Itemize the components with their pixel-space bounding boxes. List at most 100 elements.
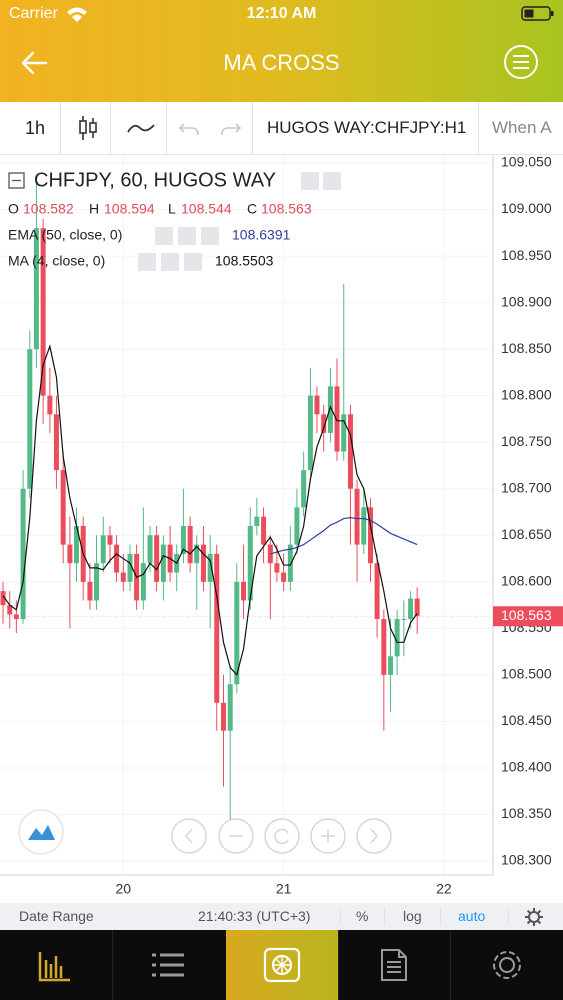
candle-body	[321, 414, 327, 433]
scroll-left-button[interactable]	[171, 818, 207, 854]
candle-body	[368, 507, 374, 564]
candle-body	[261, 516, 267, 545]
ohlc-label: L	[168, 201, 176, 217]
candle-body	[254, 516, 260, 526]
tab-signals[interactable]	[263, 947, 301, 983]
indicator-line	[270, 517, 418, 555]
y-tick-label: 109.000	[501, 200, 552, 216]
candle-body	[194, 544, 200, 564]
candle-body	[334, 386, 340, 452]
date-range-button[interactable]: Date Range	[19, 908, 94, 924]
settings-button[interactable]	[323, 172, 341, 190]
visibility-button[interactable]	[301, 172, 319, 190]
candle-body	[301, 470, 307, 508]
candle-body	[247, 525, 253, 601]
candle-body	[180, 525, 186, 554]
candle-body	[361, 507, 367, 545]
clock: 12:10 AM	[246, 5, 317, 22]
candle-body	[234, 581, 240, 685]
menu-button[interactable]	[503, 44, 539, 80]
candle-body	[227, 684, 233, 731]
indicator-name: EMA (50, close, 0)	[8, 227, 122, 243]
remove-button[interactable]	[201, 227, 219, 245]
candle-body	[53, 414, 59, 471]
log-button[interactable]: log	[403, 908, 422, 924]
divider	[440, 908, 441, 925]
candle-body	[267, 544, 273, 564]
candle-body	[127, 553, 133, 582]
visibility-button[interactable]	[155, 227, 173, 245]
ohlc-value: 108.563	[261, 201, 312, 217]
alert-button[interactable]: When A	[492, 118, 552, 137]
divider	[450, 930, 451, 1000]
x-tick-label: 20	[116, 881, 132, 897]
symbol-button[interactable]: HUGOS WAY:CHFJPY:H1	[267, 118, 467, 137]
x-tick-label: 21	[276, 881, 292, 897]
chart-toolbar: 1h HUGOS WAY:CHFJPY:H1 When A	[0, 102, 563, 155]
drawing-tools-button[interactable]	[18, 809, 64, 855]
divider	[112, 930, 113, 1000]
candle-body	[67, 544, 73, 564]
settings-button[interactable]	[525, 908, 543, 926]
ohlc-label: H	[89, 201, 99, 217]
divider	[110, 102, 111, 154]
indicator-value: 108.6391	[232, 227, 291, 243]
reset-button[interactable]	[264, 818, 300, 854]
candle-body	[20, 488, 26, 620]
y-tick-label: 108.400	[501, 759, 552, 775]
chart-background	[0, 155, 563, 903]
battery-icon	[521, 6, 554, 21]
candle-body	[241, 581, 247, 601]
tab-news[interactable]	[380, 948, 408, 982]
candle-type-button[interactable]	[76, 114, 100, 142]
candle-body	[388, 656, 394, 675]
divider	[252, 102, 253, 154]
divider	[340, 908, 341, 925]
chart-controls	[18, 809, 392, 855]
settings-button[interactable]	[161, 253, 179, 271]
divider	[478, 102, 479, 154]
candle-body	[73, 525, 79, 564]
timezone[interactable]: 21:40:33 (UTC+3)	[198, 908, 311, 924]
tab-settings[interactable]	[490, 948, 524, 982]
scroll-right-button[interactable]	[356, 818, 392, 854]
y-tick-label: 108.600	[501, 573, 552, 589]
tab-charts[interactable]	[38, 950, 72, 982]
candle-body	[147, 535, 153, 564]
price-chart: 109.050 109.000 108.950 108.900 108.850 108.8…	[0, 155, 563, 903]
y-tick-label: 108.950	[501, 247, 552, 263]
settings-button[interactable]	[178, 227, 196, 245]
candle-body	[187, 525, 193, 564]
last-price-box	[493, 606, 563, 627]
candle-body	[287, 544, 293, 582]
y-tick-label: 108.350	[501, 805, 552, 821]
candle-body	[214, 553, 220, 703]
candle-body	[160, 544, 166, 582]
candle-body	[100, 535, 106, 564]
back-button[interactable]	[20, 50, 50, 76]
candle-body	[401, 619, 407, 621]
percent-button[interactable]: %	[356, 908, 369, 924]
indicators-button[interactable]	[126, 119, 156, 137]
indicator-line	[2, 344, 418, 677]
interval-button[interactable]: 1h	[25, 118, 46, 138]
candle-body	[13, 614, 19, 620]
candle-body	[341, 414, 347, 452]
undo-redo[interactable]	[178, 118, 242, 140]
candle-body	[154, 535, 160, 582]
header: Carrier 12:10 AM MA CROSS	[0, 0, 563, 102]
y-tick-label: 108.750	[501, 433, 552, 449]
candle-body	[140, 563, 146, 601]
candle-body	[347, 414, 353, 489]
visibility-button[interactable]	[138, 253, 156, 271]
collapse-button[interactable]	[8, 172, 25, 189]
ohlc-label: C	[247, 201, 257, 217]
chart-status-bar: Date Range 21:40:33 (UTC+3) % log auto	[0, 903, 563, 930]
auto-button[interactable]: auto	[458, 908, 486, 924]
remove-button[interactable]	[184, 253, 202, 271]
divider	[384, 908, 385, 925]
indicator-name: MA (4, close, 0)	[8, 253, 105, 269]
tab-list[interactable]	[150, 950, 186, 980]
candle-body	[314, 395, 320, 415]
